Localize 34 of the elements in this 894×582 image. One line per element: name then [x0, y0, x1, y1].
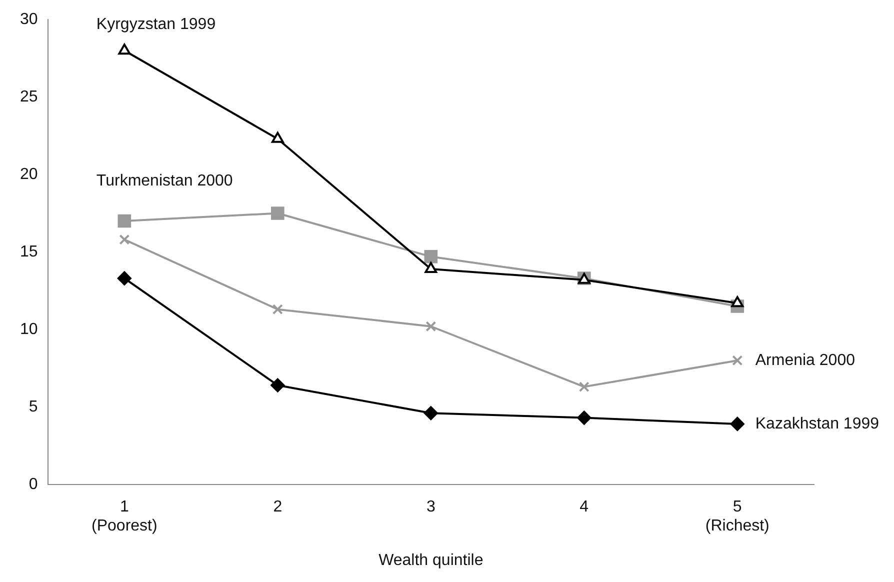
- y-tick-label: 30: [20, 11, 38, 28]
- y-tick-label: 5: [28, 398, 38, 416]
- y-tick-label: 20: [20, 166, 38, 183]
- point: [270, 378, 285, 392]
- point: [118, 214, 132, 228]
- point: [577, 410, 592, 425]
- x-tick-label: 3: [426, 498, 436, 516]
- point: [271, 206, 284, 220]
- point: [271, 132, 284, 143]
- y-tick-label: 25: [20, 88, 38, 106]
- point: [730, 416, 744, 431]
- series-label: Turkmenistan 2000: [96, 172, 233, 190]
- x-tick-label: 4: [580, 498, 589, 516]
- series-label: Armenia 2000: [755, 352, 856, 369]
- point: [578, 382, 590, 392]
- point: [117, 271, 132, 286]
- point: [731, 296, 744, 308]
- point: [424, 406, 438, 420]
- point: [424, 262, 438, 274]
- x-axis-title: Wealth quintile: [378, 552, 484, 569]
- series-label: Kyrgyzstan 1999: [96, 16, 216, 33]
- x-tick-label: 2: [273, 498, 282, 516]
- point: [119, 234, 130, 245]
- y-tick-label: 10: [20, 320, 38, 338]
- point: [426, 321, 436, 332]
- point: [272, 304, 283, 315]
- point: [424, 250, 438, 264]
- series-label: Kazakhstan 1999: [755, 415, 880, 432]
- y-tick-label: 15: [20, 243, 38, 260]
- point: [118, 44, 131, 55]
- x-tick-label: 5 (Richest): [705, 498, 770, 535]
- x-tick-label: 1 (Poorest): [92, 498, 158, 535]
- point: [732, 355, 743, 366]
- y-tick-label: 0: [28, 476, 38, 493]
